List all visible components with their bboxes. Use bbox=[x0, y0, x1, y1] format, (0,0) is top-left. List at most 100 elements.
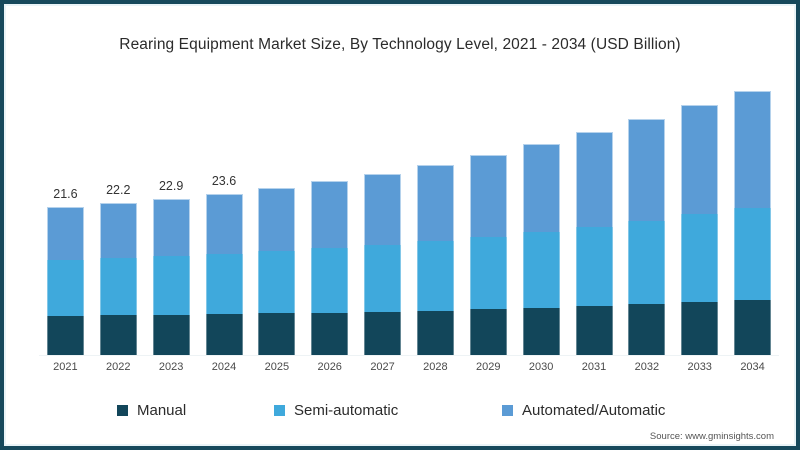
bar-group[interactable] bbox=[628, 118, 666, 356]
bar-group[interactable] bbox=[258, 187, 296, 356]
bar-segment-manual[interactable] bbox=[311, 312, 349, 356]
bar-segment-semi-automatic[interactable] bbox=[46, 259, 84, 317]
bar-value-label: 23.6 bbox=[211, 173, 237, 188]
chart-title: Rearing Equipment Market Size, By Techno… bbox=[119, 36, 681, 53]
bar-segment-semi-automatic[interactable] bbox=[681, 214, 719, 302]
bar-segment-automated-automatic[interactable] bbox=[46, 207, 84, 260]
legend-label: Automated/Automatic bbox=[522, 402, 666, 419]
x-axis-tick-2034: 2034 bbox=[740, 361, 765, 373]
source-attribution: Source: www.gminsights.com bbox=[649, 431, 774, 442]
bar-segment-automated-automatic[interactable] bbox=[205, 193, 243, 254]
x-axis-tick-2027: 2027 bbox=[370, 361, 395, 373]
bar-stack bbox=[311, 180, 349, 356]
bar-segment-semi-automatic[interactable] bbox=[152, 255, 190, 315]
bar-group[interactable] bbox=[311, 180, 349, 356]
x-axis-tick-2032: 2032 bbox=[634, 361, 660, 373]
bar-group[interactable] bbox=[469, 155, 507, 356]
x-axis-tick-2024: 2024 bbox=[211, 361, 237, 373]
legend-item-semi-automatic[interactable]: Semi-automatic bbox=[274, 402, 398, 419]
bar-stack bbox=[416, 164, 454, 356]
bar-segment-manual[interactable] bbox=[99, 315, 137, 356]
x-axis-tick-2025: 2025 bbox=[264, 361, 290, 373]
bar-segment-manual[interactable] bbox=[469, 309, 507, 356]
legend-item-manual[interactable]: Manual bbox=[117, 402, 186, 419]
legend-item-automated-automatic[interactable]: Automated/Automatic bbox=[502, 402, 665, 419]
x-axis-tick-2026: 2026 bbox=[317, 361, 342, 373]
bar-segment-automated-automatic[interactable] bbox=[522, 144, 560, 233]
bar-segment-manual[interactable] bbox=[628, 303, 666, 356]
bar-segment-manual[interactable] bbox=[522, 307, 560, 356]
bar-stack bbox=[258, 187, 296, 356]
x-axis-tick-2029: 2029 bbox=[476, 361, 501, 373]
bar-segment-manual[interactable] bbox=[575, 305, 613, 356]
bar-group[interactable]: 23.6 bbox=[205, 174, 243, 356]
bar-group[interactable] bbox=[416, 164, 454, 356]
bar-group[interactable] bbox=[522, 144, 560, 356]
bar-stack bbox=[681, 104, 719, 356]
x-axis-tick-2023: 2023 bbox=[158, 361, 184, 373]
bar-segment-automated-automatic[interactable] bbox=[416, 164, 454, 242]
bar-stack bbox=[152, 198, 190, 356]
bar-segment-automated-automatic[interactable] bbox=[364, 173, 402, 246]
bar-group[interactable] bbox=[734, 91, 772, 356]
bar-segment-automated-automatic[interactable] bbox=[628, 118, 666, 221]
bar-group[interactable]: 22.9 bbox=[152, 179, 190, 356]
bar-stack bbox=[46, 207, 84, 356]
square-swatch-icon bbox=[117, 405, 128, 416]
legend-label: Semi-automatic bbox=[294, 402, 399, 419]
bar-segment-semi-automatic[interactable] bbox=[364, 245, 402, 312]
bar-segment-automated-automatic[interactable] bbox=[152, 198, 190, 256]
x-axis-tick-2030: 2030 bbox=[528, 361, 554, 373]
x-axis-tick-2021: 2021 bbox=[53, 361, 78, 373]
plot-area: 21.6 22.2 22.9 23.6 bbox=[39, 74, 779, 356]
bar-segment-automated-automatic[interactable] bbox=[469, 155, 507, 238]
bar-stack bbox=[575, 131, 613, 356]
bar-segment-semi-automatic[interactable] bbox=[416, 241, 454, 311]
square-swatch-icon bbox=[274, 405, 285, 416]
bar-segment-semi-automatic[interactable] bbox=[205, 253, 243, 315]
bar-segment-automated-automatic[interactable] bbox=[311, 180, 349, 249]
bar-segment-automated-automatic[interactable] bbox=[681, 104, 719, 215]
bar-segment-semi-automatic[interactable] bbox=[734, 208, 772, 300]
bar-segment-automated-automatic[interactable] bbox=[575, 131, 613, 227]
bar-segment-semi-automatic[interactable] bbox=[575, 226, 613, 306]
bar-segment-semi-automatic[interactable] bbox=[628, 220, 666, 304]
bar-segment-manual[interactable] bbox=[46, 316, 84, 356]
bar-segment-manual[interactable] bbox=[205, 314, 243, 356]
x-axis-baseline bbox=[39, 355, 779, 356]
chart-legend: Manual Semi-automatic Automated/Automatic bbox=[4, 402, 796, 426]
bar-value-label: 22.9 bbox=[158, 178, 184, 193]
bar-segment-automated-automatic[interactable] bbox=[99, 203, 137, 258]
bar-segment-manual[interactable] bbox=[364, 311, 402, 356]
bar-segment-semi-automatic[interactable] bbox=[522, 232, 560, 308]
bar-stack bbox=[734, 91, 772, 356]
bar-group[interactable]: 21.6 bbox=[46, 187, 84, 356]
bar-segment-manual[interactable] bbox=[416, 310, 454, 356]
bar-segment-semi-automatic[interactable] bbox=[99, 257, 137, 316]
bar-stack bbox=[99, 203, 137, 356]
x-axis-tick-2031: 2031 bbox=[581, 361, 607, 373]
x-axis-tick-2033: 2033 bbox=[687, 361, 712, 373]
bar-segment-semi-automatic[interactable] bbox=[311, 248, 349, 313]
bar-group[interactable] bbox=[575, 131, 613, 356]
x-axis-tick-2022: 2022 bbox=[106, 361, 131, 373]
square-swatch-icon bbox=[502, 405, 513, 416]
bar-segment-automated-automatic[interactable] bbox=[734, 91, 772, 209]
bar-stack bbox=[364, 173, 402, 356]
bar-segment-manual[interactable] bbox=[681, 301, 719, 356]
legend-label: Manual bbox=[137, 402, 187, 419]
bar-group[interactable] bbox=[681, 104, 719, 356]
bar-segment-semi-automatic[interactable] bbox=[469, 237, 507, 310]
bar-group[interactable]: 22.2 bbox=[99, 183, 137, 356]
bar-segment-manual[interactable] bbox=[734, 299, 772, 356]
bar-value-label: 21.6 bbox=[53, 187, 78, 202]
bar-segment-manual[interactable] bbox=[152, 314, 190, 356]
bar-segment-semi-automatic[interactable] bbox=[258, 250, 296, 314]
bar-stack bbox=[628, 118, 666, 356]
bar-segment-manual[interactable] bbox=[258, 313, 296, 356]
bar-stack bbox=[469, 155, 507, 356]
bar-stack bbox=[205, 193, 243, 356]
bar-segment-automated-automatic[interactable] bbox=[258, 187, 296, 251]
bar-group[interactable] bbox=[364, 173, 402, 356]
